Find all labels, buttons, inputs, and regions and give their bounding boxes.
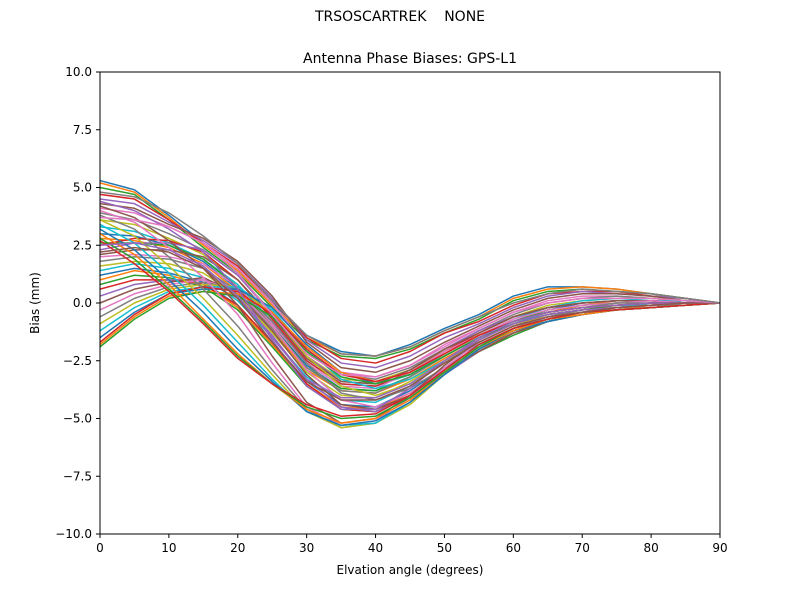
series-line	[99, 216, 721, 378]
series-line	[99, 240, 721, 417]
x-tick-label: 90	[712, 541, 727, 555]
y-tick-label: 0.0	[73, 296, 92, 310]
x-tick-label: 0	[96, 541, 104, 555]
series-line	[99, 202, 721, 374]
x-tick-label: 80	[643, 541, 658, 555]
y-tick-label: −5.0	[63, 412, 92, 426]
x-tick-label: 10	[161, 541, 176, 555]
series-line	[99, 249, 720, 385]
x-tick-label: 60	[506, 541, 521, 555]
series-line	[99, 186, 721, 360]
x-axis: 0 10 20 30 40 50 60 70 80 90	[96, 534, 728, 555]
x-tick-label: 70	[575, 541, 590, 555]
x-tick-label: 40	[368, 541, 383, 555]
x-tick-label: 30	[299, 541, 314, 555]
series-line	[99, 200, 720, 411]
y-axis: −10.0 −7.5 −5.0 −2.5 0.0 2.5 5.0 7.5 10.0	[55, 65, 100, 541]
series-line	[99, 246, 720, 401]
x-tick-label: 20	[230, 541, 245, 555]
y-tick-label: 10.0	[65, 65, 92, 79]
series-line	[99, 219, 721, 429]
y-tick-label: −10.0	[55, 527, 92, 541]
y-axis-label: Bias (mm)	[28, 272, 42, 334]
x-tick-label: 50	[437, 541, 452, 555]
y-tick-label: 7.5	[73, 123, 92, 137]
y-tick-label: 2.5	[73, 238, 92, 252]
figure-suptitle: TRSOSCARTREK NONE	[314, 9, 486, 25]
y-tick-label: −7.5	[63, 469, 92, 483]
y-tick-label: 5.0	[73, 181, 92, 195]
x-axis-label: Elvation angle (degrees)	[337, 563, 484, 577]
plot-lines	[99, 179, 721, 429]
series-line	[99, 191, 721, 357]
y-tick-label: −2.5	[63, 354, 92, 368]
chart-title: Antenna Phase Biases: GPS-L1	[303, 51, 517, 67]
